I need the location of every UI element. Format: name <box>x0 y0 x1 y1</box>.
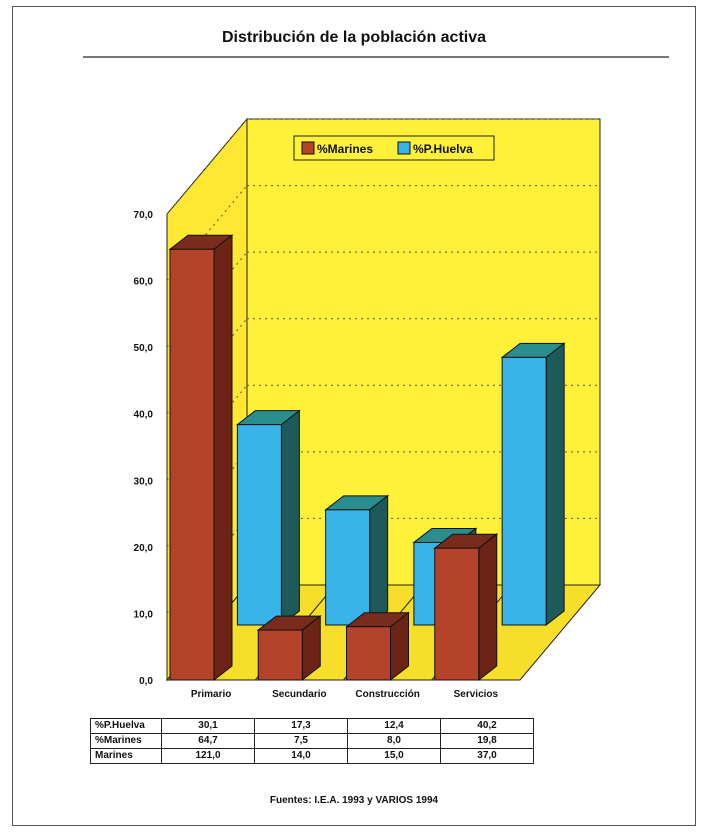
bar-marines <box>346 626 391 681</box>
bar-huelva-side <box>280 409 300 627</box>
y-tick-label: 70,0 <box>134 210 154 221</box>
x-category-label: Primario <box>191 689 232 700</box>
y-tick-label: 0,0 <box>139 676 153 687</box>
bar-marines-side <box>478 533 498 682</box>
y-tick-label: 20,0 <box>134 543 154 554</box>
table-cell: 64,7 <box>161 733 255 749</box>
bar-marines <box>257 629 303 681</box>
legend-box <box>293 135 495 161</box>
title-rule <box>83 56 669 58</box>
bar-huelva <box>325 509 371 626</box>
data-table: %P.Huelva 30,1 17,3 12,4 40,2 %Marines 64,7 7,5… <box>90 718 534 764</box>
chart-frame: Distribución de la población activa 0,0 1… <box>12 6 696 826</box>
bar-huelva-side <box>369 494 389 627</box>
bar-huelva-side <box>545 342 565 627</box>
table-row: %Marines 64,7 7,5 8,0 19,8 <box>90 733 534 749</box>
bar-marines-side <box>213 234 233 682</box>
table-cell: 14,0 <box>254 748 348 764</box>
bar-marines <box>169 248 215 681</box>
x-category-label: Secundario <box>272 689 326 700</box>
bar-huelva <box>501 356 547 626</box>
table-row-label: %Marines <box>90 733 162 749</box>
y-tick-label: 50,0 <box>134 343 154 354</box>
x-category-label: Construcción <box>355 689 419 700</box>
y-tick-label: 10,0 <box>134 609 154 620</box>
table-cell: 121,0 <box>161 748 255 764</box>
gridline-side <box>166 518 248 614</box>
gridline-side <box>166 384 248 481</box>
gridline-side <box>166 318 248 415</box>
legend-swatch-huelva <box>397 141 411 155</box>
table-row: Marines 121,0 14,0 15,0 37,0 <box>90 748 534 764</box>
bar-marines <box>434 547 480 681</box>
table-cell: 17,3 <box>254 718 348 734</box>
gridline-side <box>166 251 248 348</box>
source-note: Fuentes: I.E.A. 1993 y VARIOS 1994 <box>269 795 439 806</box>
gridline-side <box>166 118 248 215</box>
x-category-label: Servicios <box>454 689 499 700</box>
bar-huelva <box>236 424 282 626</box>
y-tick-label: 60,0 <box>134 277 154 288</box>
table-cell: 40,2 <box>440 718 534 734</box>
table-row-label: Marines <box>90 748 162 764</box>
table-cell: 19,8 <box>440 733 534 749</box>
y-tick-label: 40,0 <box>134 410 154 421</box>
table-cell: 7,5 <box>254 733 348 749</box>
legend-label-marines: %Marines <box>317 142 373 156</box>
table-cell: 37,0 <box>440 748 534 764</box>
chart-title: Distribución de la población activa <box>221 29 487 46</box>
gridline-side <box>166 451 248 548</box>
table-cell: 12,4 <box>347 718 441 734</box>
table-cell: 15,0 <box>347 748 441 764</box>
table-row: %P.Huelva 30,1 17,3 12,4 40,2 <box>90 718 534 734</box>
table-cell: 8,0 <box>347 733 441 749</box>
gridline-side <box>166 185 248 281</box>
chart-3d-bar: 0,0 10,0 20,0 30,0 40,0 50,0 60,0 70,0 Primario S… <box>134 117 602 700</box>
table-cell: 30,1 <box>161 718 255 734</box>
legend-label-huelva: %P.Huelva <box>413 142 473 156</box>
legend-swatch-marines <box>301 141 315 155</box>
y-tick-label: 30,0 <box>134 476 154 487</box>
table-row-label: %P.Huelva <box>90 718 162 734</box>
